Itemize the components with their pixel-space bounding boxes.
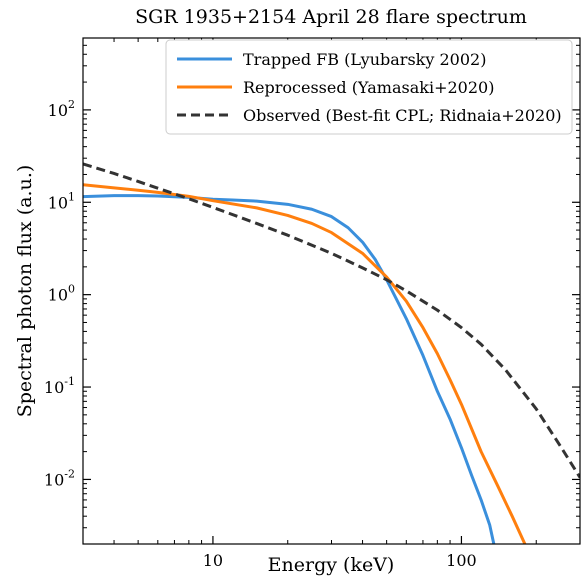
y-tick-exponent: -2 xyxy=(64,467,75,480)
series-line-2 xyxy=(83,162,580,479)
y-tick-exponent: 0 xyxy=(68,283,75,296)
legend: Trapped FB (Lyubarsky 2002) Reprocessed (… xyxy=(165,39,573,135)
chart-title: SGR 1935+2154 April 28 flare spectrum xyxy=(135,6,527,28)
y-axis-label: Spectral photon flux (a.u.) xyxy=(14,165,36,418)
legend-box xyxy=(165,39,573,135)
legend-label-2: Observed (Best-fit CPL; Ridnaia+2020) xyxy=(243,106,562,125)
y-tick-base: 10 xyxy=(44,378,64,397)
y-tick-exponent: 2 xyxy=(68,98,75,111)
y-tick-exponent: 1 xyxy=(68,190,75,203)
y-tick-label: 100 xyxy=(48,283,75,305)
y-tick-exponent: -1 xyxy=(64,375,75,388)
y-tick-base: 10 xyxy=(48,193,68,212)
y-tick-base: 10 xyxy=(48,286,68,305)
legend-label-1: Reprocessed (Yamasaki+2020) xyxy=(243,78,494,97)
x-axis-label: Energy (keV) xyxy=(268,554,395,576)
series-layer xyxy=(83,162,580,544)
y-tick-base: 10 xyxy=(44,470,64,489)
y-tick-label: 101 xyxy=(48,190,75,212)
legend-label-0: Trapped FB (Lyubarsky 2002) xyxy=(243,50,486,69)
y-tick-label: 102 xyxy=(48,98,75,120)
series-line-1 xyxy=(83,183,527,544)
y-tick-base: 10 xyxy=(48,101,68,120)
x-tick-label: 100 xyxy=(446,551,477,570)
x-tick-label: 10 xyxy=(203,551,223,570)
y-tick-label: 10-1 xyxy=(44,375,75,397)
y-tick-label: 10-2 xyxy=(44,467,75,489)
series-line-0 xyxy=(83,194,496,544)
